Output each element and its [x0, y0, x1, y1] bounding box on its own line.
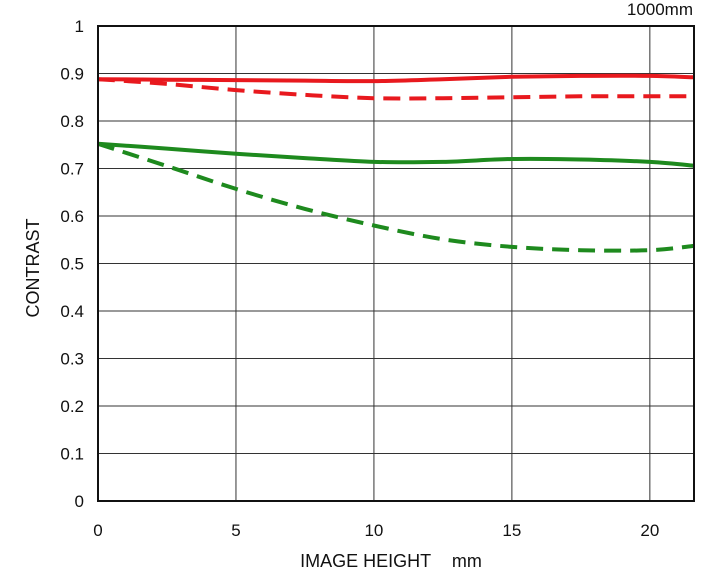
series-line-1 — [97, 73, 695, 84]
y-tick-label: 0.6 — [60, 207, 84, 226]
x-axis-label-text: IMAGE HEIGHT — [300, 551, 431, 570]
x-tick-label: 10 — [364, 521, 383, 540]
y-tick-label: 0.2 — [60, 397, 84, 416]
x-axis-unit: mm — [452, 551, 482, 570]
y-tick-label: 0.8 — [60, 112, 84, 131]
series-line-3 — [97, 141, 695, 168]
y-tick-label: 0 — [75, 492, 84, 511]
x-tick-label: 5 — [231, 521, 240, 540]
corner-label: 1000mm — [627, 0, 693, 19]
y-tick-label: 0.3 — [60, 350, 84, 369]
x-tick-labels: 0 5 10 15 20 — [93, 521, 659, 540]
x-axis-label: IMAGE HEIGHT mm — [300, 551, 482, 570]
y-axis-label: CONTRAST — [23, 218, 43, 317]
y-tick-label: 0.4 — [60, 302, 84, 321]
y-tick-labels: 0 0.1 0.2 0.3 0.4 0.5 0.6 0.7 0.8 0.9 1 — [60, 17, 84, 511]
x-tick-label: 20 — [640, 521, 659, 540]
series-line-4 — [97, 141, 695, 253]
x-tick-label: 0 — [93, 521, 102, 540]
y-tick-label: 1 — [75, 17, 84, 36]
y-tick-label: 0.9 — [60, 65, 84, 84]
x-tick-label: 15 — [502, 521, 521, 540]
series-group — [97, 73, 695, 253]
y-tick-label: 0.1 — [60, 445, 84, 464]
y-tick-label: 0.5 — [60, 255, 84, 274]
y-tick-label: 0.7 — [60, 160, 84, 179]
plot-frame — [97, 25, 695, 502]
